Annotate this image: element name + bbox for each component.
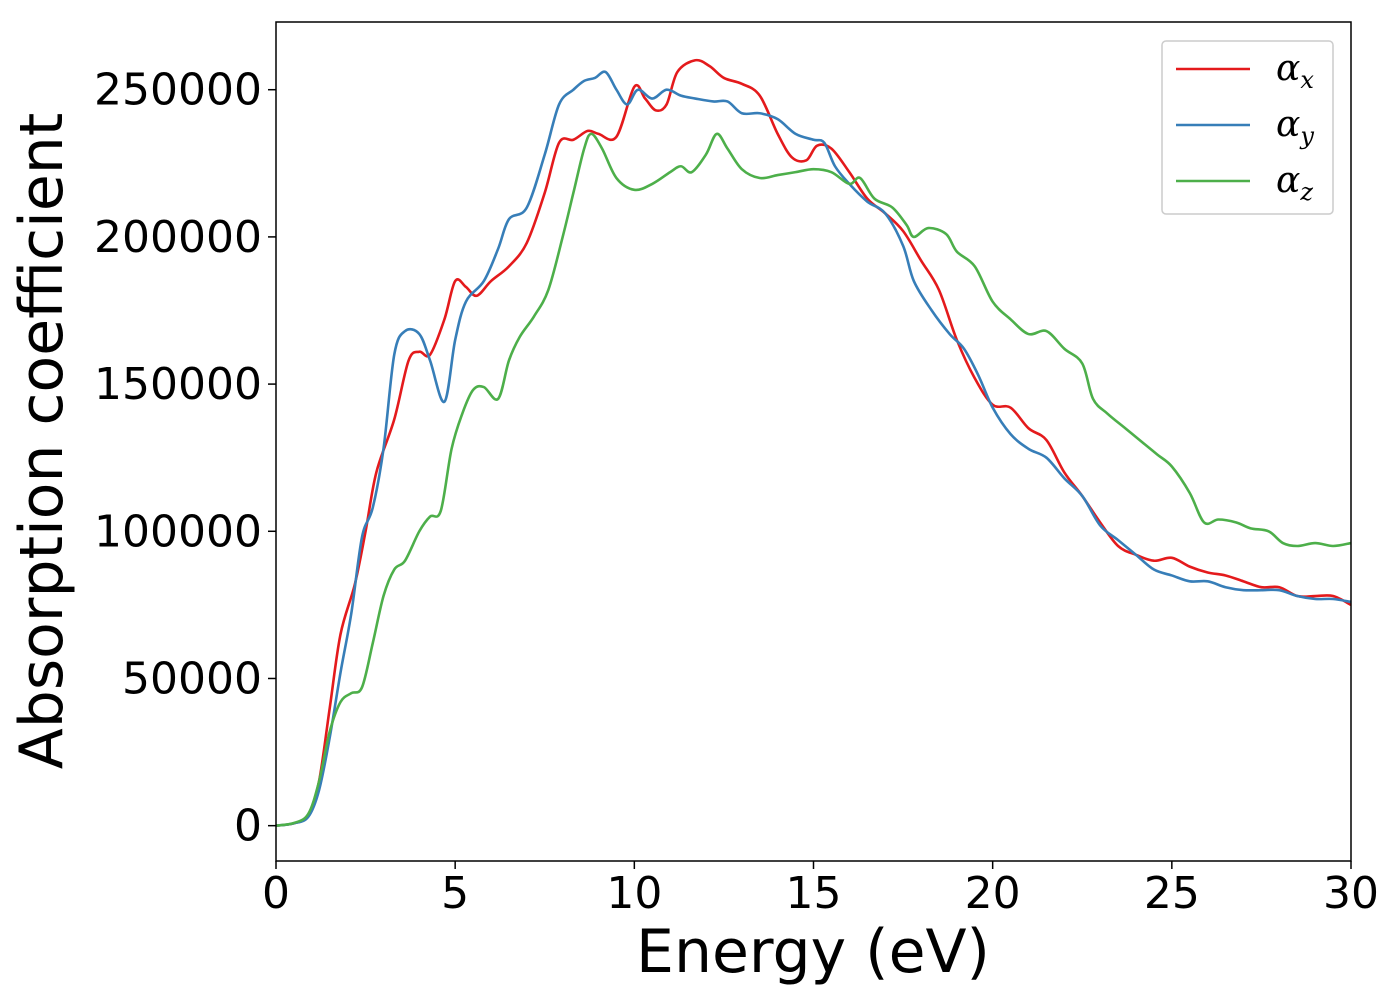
y-axis: 0 50000 100000 150000 200000 250000 — [94, 65, 276, 852]
y-tick-label: 0 — [234, 801, 262, 852]
series-layer — [275, 58, 1352, 827]
y-axis-title: Absorption coefficient — [7, 113, 77, 770]
y-tick-label: 150000 — [94, 359, 262, 410]
series-line-x — [275, 58, 1352, 827]
x-axis-title: Energy (eV) — [636, 917, 990, 987]
x-tick-label: 0 — [262, 868, 290, 919]
x-tick-label: 15 — [786, 868, 842, 919]
x-tick-label: 20 — [965, 868, 1021, 919]
series-line-z — [275, 132, 1352, 827]
x-tick-label: 30 — [1323, 868, 1379, 919]
y-tick-label: 200000 — [94, 212, 262, 263]
x-tick-label: 10 — [606, 868, 662, 919]
x-tick-label: 5 — [441, 868, 469, 919]
legend-frame — [1161, 40, 1334, 215]
y-tick-label: 50000 — [122, 653, 262, 704]
x-axis: 0 5 10 15 20 25 30 — [262, 861, 1379, 919]
series-line-y — [275, 70, 1352, 827]
y-tick-label: 250000 — [94, 65, 262, 116]
x-tick-label: 25 — [1144, 868, 1200, 919]
y-tick-label: 100000 — [94, 506, 262, 557]
